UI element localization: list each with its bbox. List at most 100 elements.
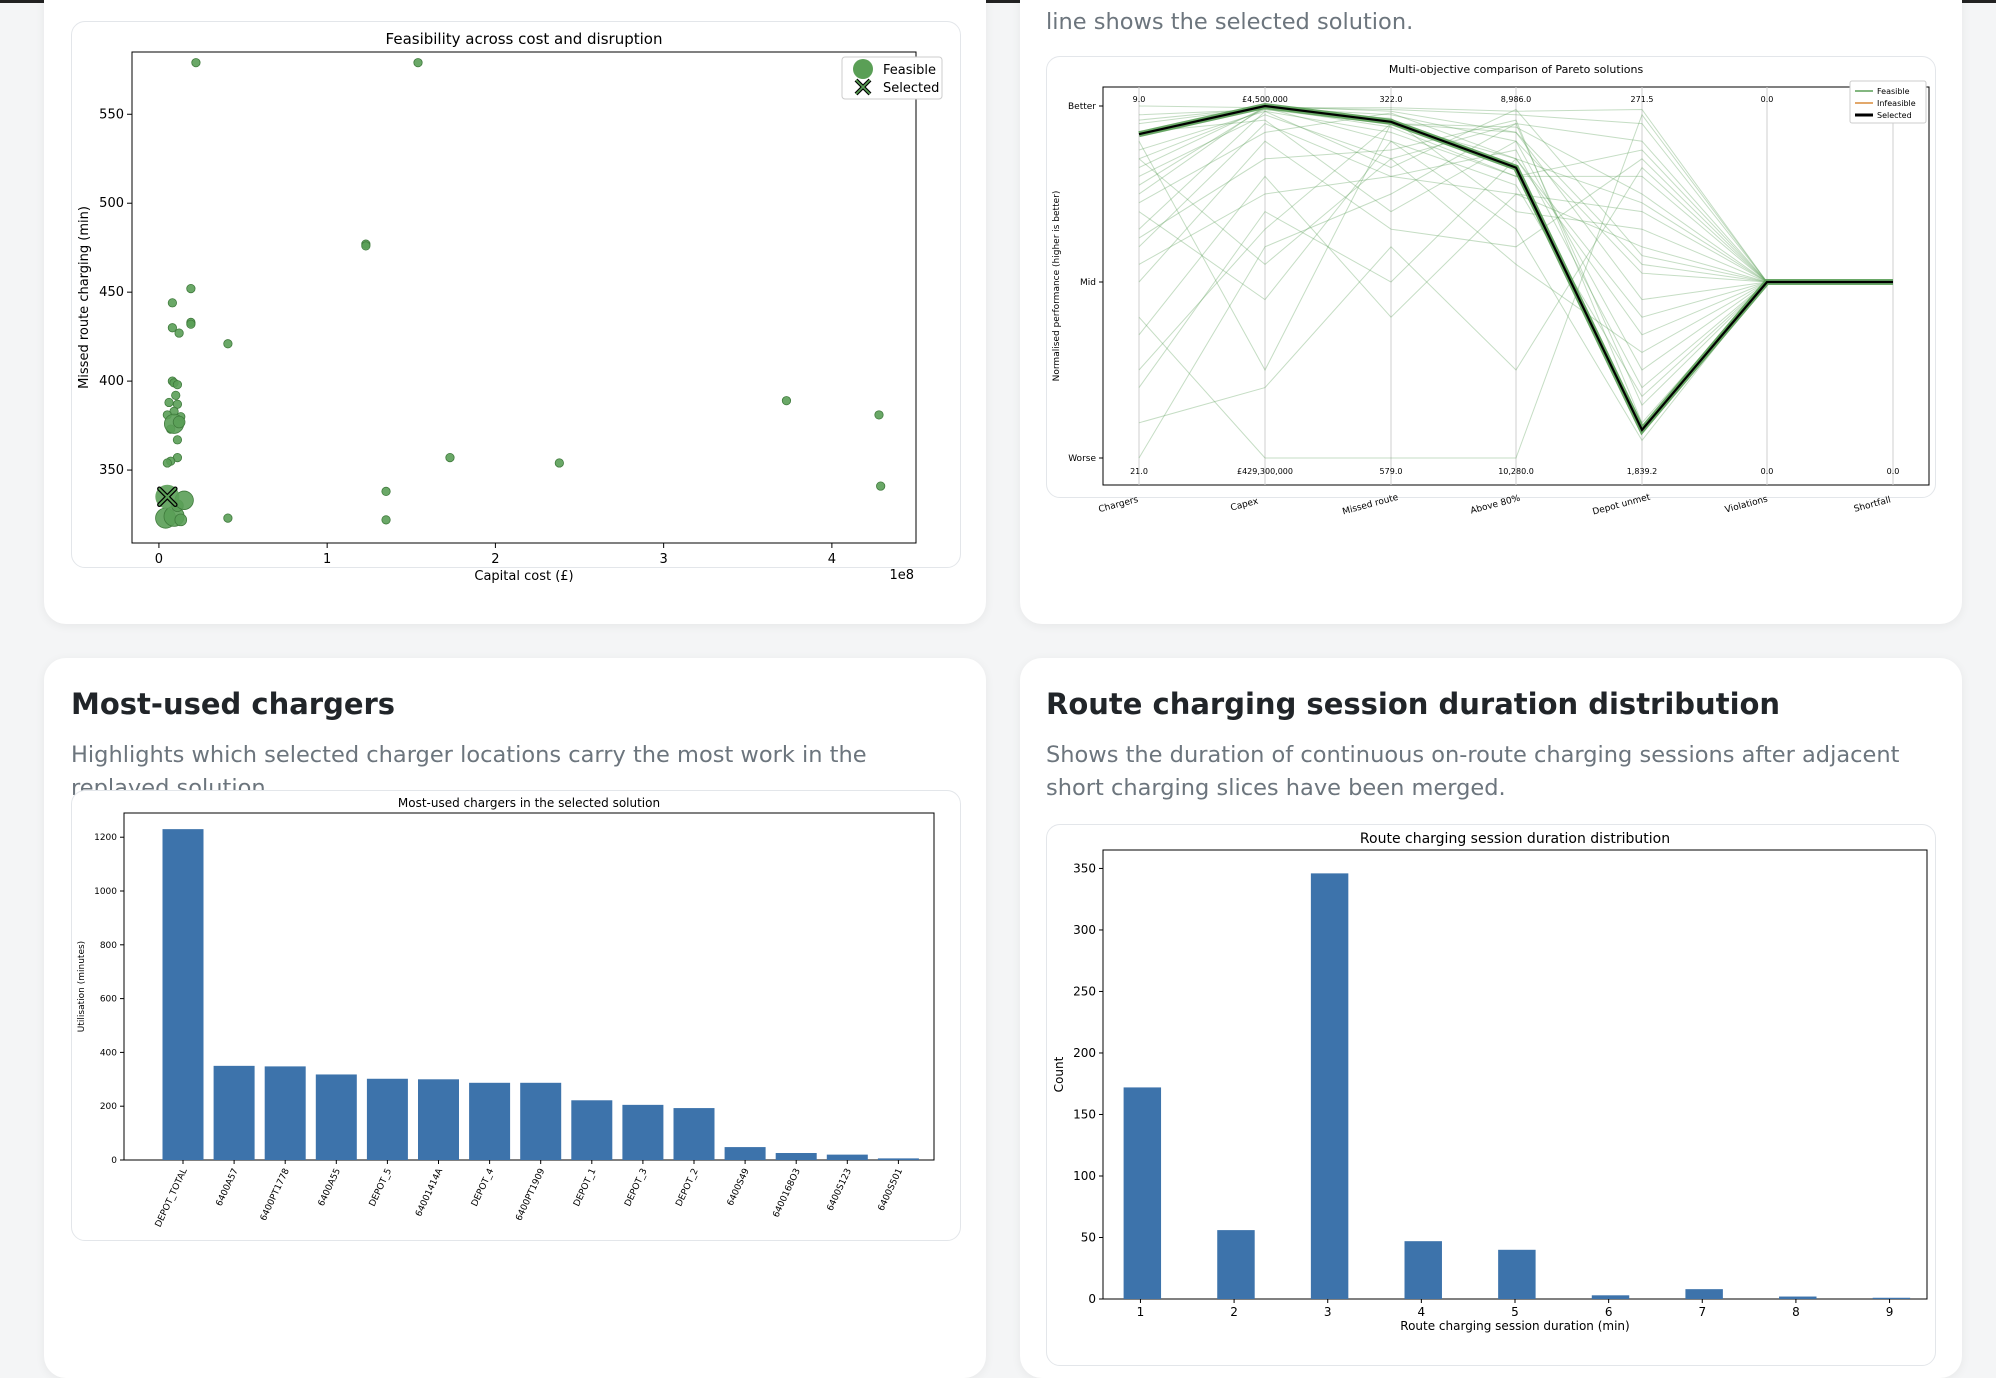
scatter-chart: Feasibility across cost and disruption 0 1… — [77, 30, 943, 584]
legend-feasible-swatch — [853, 59, 873, 79]
x-tick-label: 6400PT1909 — [514, 1167, 547, 1223]
feasible-point — [186, 284, 196, 294]
bar — [1872, 1297, 1911, 1299]
x-tick-label: 6400S49 — [726, 1167, 752, 1208]
legend-feasible-label: Feasible — [883, 63, 936, 78]
bar — [1591, 1295, 1630, 1299]
feasible-point — [164, 397, 174, 408]
feasible-point — [223, 339, 233, 349]
legend-infeasible-label: Infeasible — [1877, 99, 1916, 108]
y-tick-label: 350 — [1073, 861, 1096, 875]
bar — [724, 1147, 766, 1160]
y-tick-label: 250 — [1073, 984, 1096, 998]
axis-best-label: 9.0 — [1133, 95, 1146, 104]
y-tick-label: 300 — [1073, 923, 1096, 937]
y-tick-label: Worse — [1068, 454, 1096, 464]
y-tick-label: 350 — [99, 463, 124, 478]
feasible-point — [413, 58, 423, 68]
feasible-point — [162, 458, 172, 468]
axis-label: Chargers — [1098, 495, 1140, 515]
legend: Feasible Selected — [841, 56, 943, 100]
y-axis-label: Normalised performance (higher is better… — [1052, 191, 1062, 382]
axis-worst-label: 0.0 — [1887, 467, 1900, 476]
feasible-point — [186, 319, 196, 329]
feasible-point — [223, 513, 233, 523]
bar — [1498, 1249, 1536, 1299]
y-tick-label: 500 — [99, 196, 124, 211]
feasible-point — [381, 515, 391, 525]
feasible-point — [172, 380, 183, 390]
legend: Feasible Infeasible Selected — [1849, 80, 1927, 124]
x-tick-label: DEPOT_1 — [572, 1167, 598, 1208]
x-tick-label: 64001414A — [414, 1166, 445, 1218]
axis-best-label: 0.0 — [1761, 95, 1774, 104]
y-tick-label: 450 — [99, 285, 124, 300]
bar — [1217, 1230, 1255, 1299]
axis-label: Violations — [1724, 494, 1769, 515]
axis-label: Missed route — [1341, 493, 1400, 518]
x-tick-label: 6400PT1778 — [259, 1167, 292, 1223]
x-tick-label: 4 — [1418, 1305, 1426, 1319]
legend-selected-label: Selected — [1877, 111, 1912, 120]
x-tick-label: 0 — [155, 552, 163, 567]
card-sessions-title: Route charging session duration distribu… — [1046, 687, 1781, 721]
y-tick-label: 1000 — [94, 887, 117, 897]
bar — [673, 1108, 715, 1160]
legend-feasible-label: Feasible — [1877, 87, 1910, 96]
parallel-chart: Multi-objective comparison of Pareto sol… — [1052, 63, 1930, 518]
y-tick-label: 400 — [99, 374, 124, 389]
x-axis-label: Route charging session duration (min) — [1400, 1319, 1629, 1333]
y-tick-label: 550 — [99, 107, 124, 122]
axis-best-label: £4,500,000 — [1242, 95, 1288, 104]
x-tick-label: 6400A57 — [215, 1167, 241, 1208]
feasible-point — [167, 298, 177, 308]
bar — [366, 1078, 408, 1160]
y-tick-label: 50 — [1081, 1230, 1096, 1244]
selected-line — [1138, 104, 1893, 432]
card-pareto: line shows the selected solution. Multi-… — [1020, 0, 1962, 624]
bar — [826, 1154, 868, 1160]
x-tick-label: DEPOT_TOTAL — [154, 1167, 190, 1229]
figure-chargers: Most-used chargers in the selected solut… — [71, 790, 961, 1241]
y-tick-label: Better — [1068, 102, 1096, 112]
figure-sessions: Route charging session duration distribu… — [1046, 824, 1936, 1366]
x-scale-label: 1e8 — [889, 568, 914, 583]
x-tick-label: DEPOT_3 — [623, 1167, 649, 1208]
card-chargers-title: Most-used chargers — [71, 687, 396, 721]
feasible-point — [172, 435, 183, 445]
x-tick-label: 2 — [1230, 1305, 1238, 1319]
bar — [775, 1153, 817, 1160]
y-axis-label: Count — [1052, 1056, 1066, 1092]
feasible-point — [876, 481, 886, 491]
card-pareto-desc: line shows the selected solution. — [1046, 9, 1414, 35]
feasible-point — [381, 486, 391, 497]
axis-label: Above 80% — [1470, 494, 1522, 517]
legend-selected-swatch-inner — [855, 79, 871, 95]
bar — [1404, 1241, 1442, 1299]
y-tick-label: Mid — [1080, 278, 1096, 288]
axis-best-label: 322.0 — [1380, 95, 1403, 104]
chargers-bar-chart: Most-used chargers in the selected solut… — [77, 796, 935, 1229]
axis-best-label: 271.5 — [1631, 95, 1654, 104]
axis-worst-label: 579.0 — [1380, 467, 1403, 476]
y-tick-label: 200 — [1073, 1046, 1096, 1060]
bar — [1685, 1289, 1723, 1299]
bar — [1123, 1087, 1162, 1299]
chart-title: Route charging session duration distribu… — [1360, 831, 1670, 847]
bar — [213, 1065, 255, 1160]
x-tick-label: 1 — [1137, 1305, 1145, 1319]
axis-label: Shortfall — [1853, 495, 1892, 514]
bar — [520, 1082, 562, 1160]
y-tick-label: 100 — [1073, 1169, 1096, 1183]
axis-worst-label: 0.0 — [1761, 467, 1774, 476]
feasible-point — [445, 453, 455, 463]
axis-worst-label: £429,300,000 — [1237, 467, 1293, 476]
feasible-point — [171, 390, 181, 400]
chart-title: Most-used chargers in the selected solut… — [398, 796, 660, 810]
axis-label: Depot unmet — [1592, 492, 1652, 517]
y-tick-label: 1200 — [94, 833, 117, 843]
feasible-point — [361, 241, 371, 251]
chart-title: Multi-objective comparison of Pareto sol… — [1389, 63, 1644, 76]
feasible-point — [172, 415, 186, 429]
x-tick-label: 5 — [1511, 1305, 1519, 1319]
